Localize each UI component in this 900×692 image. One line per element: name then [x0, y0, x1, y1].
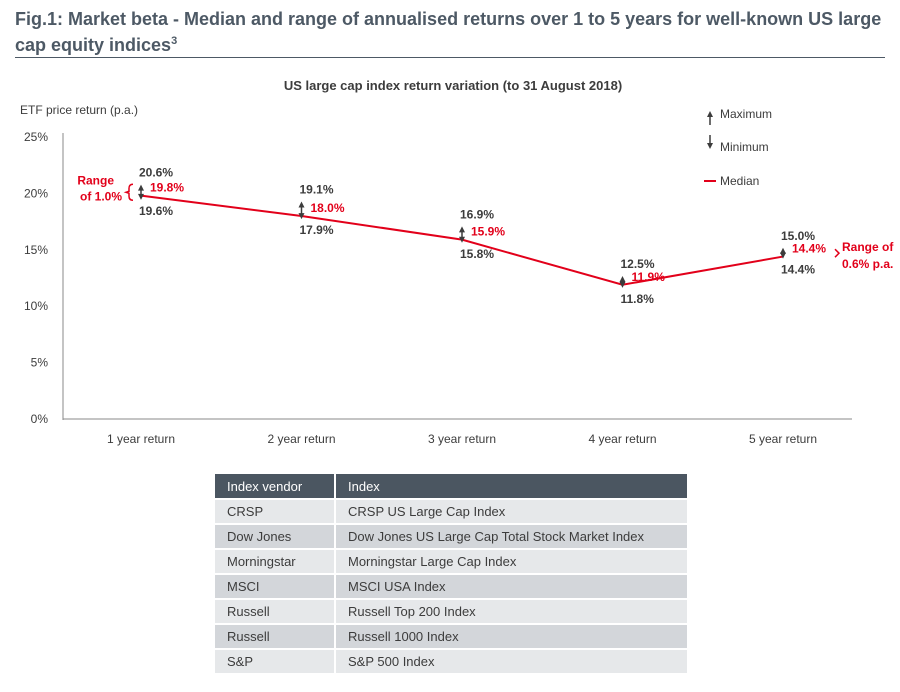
range-annotation-line: Range: [77, 173, 114, 187]
y-tick-label: 10%: [24, 299, 48, 313]
vendor-cell: S&P: [215, 648, 336, 673]
table-row: S&P S&P 500 Index: [215, 648, 687, 673]
figure-title-text: Fig.1: Market beta - Median and range of…: [15, 9, 882, 55]
vendor-cell: Morningstar: [215, 548, 336, 574]
vendor-cell: Russell: [215, 598, 336, 624]
y-tick-label: 15%: [24, 243, 48, 257]
y-tick-label: 25%: [24, 130, 48, 144]
index-cell: Dow Jones US Large Cap Total Stock Marke…: [335, 523, 687, 549]
minimum-label: 14.4%: [781, 263, 815, 277]
return-variation-chart: US large cap index return variation (to …: [20, 78, 894, 446]
index-cell: CRSP US Large Cap Index: [335, 498, 687, 524]
vendor-cell: CRSP: [215, 498, 336, 524]
x-tick-label: 4 year return: [588, 432, 656, 446]
range-annotation-line: Range of: [842, 240, 894, 254]
minimum-marker: [459, 236, 465, 243]
range-annotation-line: of 1.0%: [80, 189, 122, 203]
y-ticks: 0% 5% 10% 15% 20% 25%: [24, 130, 48, 426]
index-vendor-table: Index vendor Index CRSP CRSP US Large Cap…: [215, 474, 687, 673]
x-tick-label: 3 year return: [428, 432, 496, 446]
table-row: MSCI MSCI USA Index: [215, 573, 687, 599]
vendor-cell: Dow Jones: [215, 523, 336, 549]
chart-title: US large cap index return variation (to …: [284, 78, 622, 93]
x-tick-label: 1 year return: [107, 432, 175, 446]
maximum-label: 12.5%: [621, 257, 655, 271]
median-label: 18.0%: [311, 201, 345, 215]
header-index-vendor: Index vendor: [215, 474, 336, 499]
range-brace-right: [834, 248, 841, 258]
figure-title: Fig.1: Market beta - Median and range of…: [15, 8, 885, 56]
y-tick-label: 5%: [31, 356, 49, 370]
y-axis-label: ETF price return (p.a.): [20, 103, 138, 117]
minimum-label: 19.6%: [139, 204, 173, 218]
maximum-label: 19.1%: [300, 183, 334, 197]
data-points: 20.6%19.8% 19.6% 19.1% 18.0% 17.9% 16.9% 15.9%…: [138, 166, 826, 306]
range-brace-left: [123, 183, 134, 202]
legend-minimum-label: Minimum: [720, 140, 769, 154]
legend: Maximum Minimum Median: [704, 107, 772, 188]
table-row: Dow Jones Dow Jones US Large Cap Total St…: [215, 523, 687, 549]
index-cell: MSCI USA Index: [335, 573, 687, 599]
vendor-cell: MSCI: [215, 573, 336, 599]
legend-maximum-arrow-icon: [707, 111, 713, 117]
minimum-marker: [780, 252, 786, 259]
minimum-label: 17.9%: [300, 223, 334, 237]
maximum-marker: [619, 276, 626, 282]
legend-maximum-label: Maximum: [720, 107, 772, 121]
legend-median-label: Median: [720, 174, 759, 188]
vendor-cell: Russell: [215, 623, 336, 649]
x-ticks: 1 year return 2 year return 3 year return 4…: [107, 432, 817, 446]
index-cell: S&P 500 Index: [335, 648, 687, 673]
legend-minimum-arrow-icon: [707, 143, 713, 149]
maximum-label: 20.6%: [139, 166, 173, 180]
index-cell: Russell Top 200 Index: [335, 598, 687, 624]
table-row: Russell Russell 1000 Index: [215, 623, 687, 649]
figure-title-footnote: 3: [171, 35, 178, 47]
median-label: 15.9%: [471, 225, 505, 239]
range-annotations: Range of 1.0% Range of 0.6% p.a.: [77, 173, 894, 271]
minimum-marker: [619, 281, 626, 288]
table-row: CRSP CRSP US Large Cap Index: [215, 498, 687, 524]
maximum-marker: [780, 247, 786, 254]
x-tick-label: 2 year return: [267, 432, 335, 446]
table-row: Morningstar Morningstar Large Cap Index: [215, 548, 687, 574]
minimum-label: 15.8%: [460, 247, 494, 261]
y-tick-label: 0%: [31, 412, 49, 426]
index-cell: Morningstar Large Cap Index: [335, 548, 687, 574]
table-row: Russell Russell Top 200 Index: [215, 598, 687, 624]
minimum-marker: [138, 193, 144, 200]
title-rule: [15, 57, 885, 58]
minimum-marker: [298, 213, 305, 220]
table-header-row: Index vendor Index: [215, 474, 687, 499]
y-tick-label: 20%: [24, 186, 48, 200]
x-tick-label: 5 year return: [749, 432, 817, 446]
range-annotation-line: 0.6% p.a.: [842, 257, 893, 271]
median-label: 19.8%: [150, 181, 184, 195]
maximum-marker: [459, 226, 465, 233]
index-cell: Russell 1000 Index: [335, 623, 687, 649]
minimum-label: 11.8%: [621, 292, 655, 306]
maximum-marker: [298, 201, 305, 208]
maximum-marker: [138, 184, 144, 191]
header-index: Index: [335, 474, 687, 499]
median-label: 14.4%: [792, 242, 826, 256]
maximum-label: 16.9%: [460, 207, 494, 221]
maximum-label: 15.0%: [781, 229, 815, 243]
median-label: 11.9%: [632, 270, 666, 284]
